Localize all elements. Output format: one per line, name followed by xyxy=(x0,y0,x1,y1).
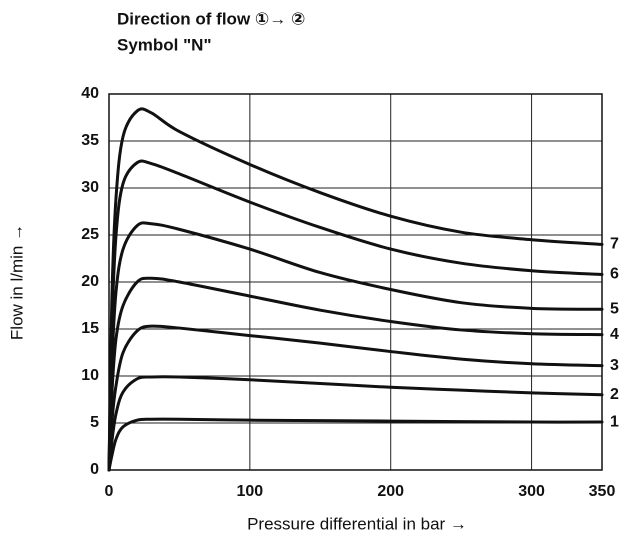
y-axis-label: Flow in l/min → xyxy=(7,224,26,340)
series-label: 5 xyxy=(610,300,619,317)
y-tick-label: 0 xyxy=(90,461,99,478)
y-tick-label: 5 xyxy=(90,414,99,431)
x-axis-label: Pressure differential in bar → xyxy=(247,514,467,533)
y-tick-label: 30 xyxy=(81,179,99,196)
x-tick-label: 200 xyxy=(377,483,404,500)
line-series xyxy=(107,417,604,472)
y-tick-label: 20 xyxy=(81,273,99,290)
series-label: 4 xyxy=(610,326,619,343)
series-label: 6 xyxy=(610,266,619,283)
chart-subtitle: Symbol "N" xyxy=(117,35,212,54)
y-tick-label: 40 xyxy=(81,85,99,102)
line-series xyxy=(107,107,604,472)
line-series xyxy=(107,375,604,472)
y-tick-label: 15 xyxy=(81,320,99,337)
series-label: 1 xyxy=(610,413,619,430)
line-series xyxy=(107,221,604,472)
x-tick-label: 100 xyxy=(237,483,264,500)
x-tick-label: 0 xyxy=(105,483,114,500)
x-tick-label: 350 xyxy=(589,483,616,500)
series-label: 7 xyxy=(610,236,619,253)
line-series xyxy=(107,324,604,472)
y-tick-label: 10 xyxy=(81,367,99,384)
y-tick-label: 25 xyxy=(81,226,99,243)
x-tick-label: 300 xyxy=(518,483,545,500)
series-label: 2 xyxy=(610,386,619,403)
line-series xyxy=(107,276,604,472)
plot-frame xyxy=(108,93,603,471)
chart-title: Direction of flow ①→ ② xyxy=(117,9,305,28)
series-label: 3 xyxy=(610,357,619,374)
y-tick-label: 35 xyxy=(81,132,99,149)
